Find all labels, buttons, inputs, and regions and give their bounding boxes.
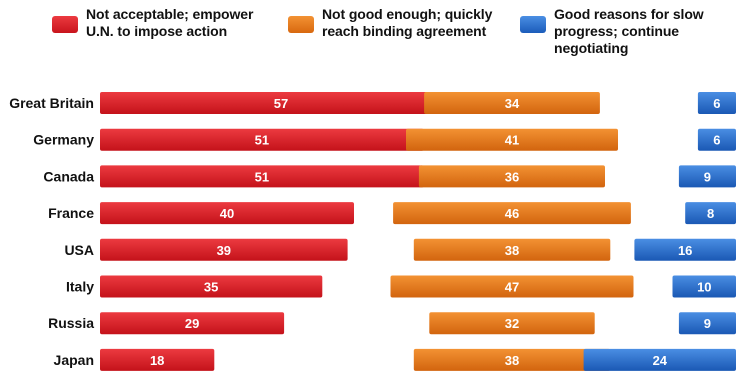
category-label-germany: Germany: [33, 132, 94, 148]
legend-swatch-red: [52, 16, 78, 33]
bar-not-good-enough-france: [393, 202, 631, 225]
data-label-not-acceptable-usa: 39: [217, 243, 231, 258]
data-label-not-acceptable-japan: 18: [150, 353, 164, 368]
data-label-good-reasons-canada: 9: [704, 169, 711, 184]
legend-item-not-acceptable: Not acceptable; empower U.N. to impose a…: [52, 6, 253, 40]
bar-not-good-enough-germany: [406, 128, 618, 151]
legend-label-not-acceptable: Not acceptable; empower U.N. to impose a…: [86, 6, 254, 39]
data-label-good-reasons-japan: 24: [653, 353, 668, 368]
bar-not-good-enough-great-britain: [424, 92, 600, 114]
data-label-not-acceptable-great-britain: 57: [274, 96, 288, 111]
data-label-good-reasons-usa: 16: [678, 243, 692, 258]
bar-not-acceptable-italy: [100, 275, 323, 298]
bar-not-acceptable-great-britain: [100, 92, 462, 114]
data-label-not-acceptable-italy: 35: [204, 280, 218, 295]
legend-label-good-reasons: Good reasons for slow progress; continue…: [554, 6, 704, 56]
data-label-not-good-enough-russia: 32: [505, 316, 519, 331]
data-label-not-acceptable-germany: 51: [255, 133, 269, 148]
bar-good-reasons-france: [685, 202, 736, 225]
category-label-usa: USA: [64, 242, 94, 258]
bar-not-acceptable-canada: [100, 165, 424, 188]
bar-not-good-enough-japan: [413, 348, 611, 371]
data-label-not-acceptable-france: 40: [220, 206, 234, 221]
bar-not-acceptable-russia: [100, 312, 285, 335]
data-label-good-reasons-france: 8: [707, 206, 714, 221]
data-label-good-reasons-germany: 6: [713, 133, 720, 148]
bar-not-good-enough-canada: [418, 165, 605, 188]
legend-item-good-reasons: Good reasons for slow progress; continue…: [520, 6, 748, 57]
bar-not-good-enough-russia: [429, 312, 595, 335]
category-label-russia: Russia: [48, 315, 94, 331]
bar-good-reasons-great-britain: [697, 92, 736, 114]
bar-good-reasons-germany: [697, 128, 736, 151]
category-label-canada: Canada: [43, 168, 94, 184]
data-label-not-good-enough-great-britain: 34: [505, 96, 520, 111]
bar-good-reasons-canada: [678, 165, 736, 188]
bar-good-reasons-usa: [634, 238, 736, 261]
legend-item-not-good-enough: Not good enough; quickly reach binding a…: [288, 6, 492, 40]
bar-not-acceptable-france: [100, 202, 354, 225]
data-label-not-good-enough-france: 46: [505, 206, 519, 221]
bar-not-good-enough-usa: [413, 238, 611, 261]
data-label-not-acceptable-russia: 29: [185, 316, 199, 331]
bar-not-acceptable-germany: [100, 128, 424, 151]
bar-not-acceptable-japan: [100, 348, 215, 371]
bar-good-reasons-russia: [678, 312, 736, 335]
data-label-not-good-enough-usa: 38: [505, 243, 519, 258]
bar-not-acceptable-usa: [100, 238, 348, 261]
data-label-good-reasons-italy: 10: [697, 280, 711, 295]
data-label-not-good-enough-germany: 41: [505, 133, 519, 148]
data-label-not-good-enough-japan: 38: [505, 353, 519, 368]
legend-swatch-blue: [520, 16, 546, 33]
bar-good-reasons-japan: [583, 348, 736, 371]
data-label-not-good-enough-canada: 36: [505, 169, 519, 184]
data-label-good-reasons-russia: 9: [704, 316, 711, 331]
category-label-italy: Italy: [66, 279, 94, 295]
category-label-japan: Japan: [54, 352, 94, 368]
category-label-great-britain: Great Britain: [9, 95, 94, 111]
data-label-good-reasons-great-britain: 6: [713, 96, 720, 111]
data-label-not-good-enough-italy: 47: [505, 280, 519, 295]
data-label-not-acceptable-canada: 51: [255, 169, 269, 184]
bar-not-good-enough-italy: [390, 275, 634, 298]
legend-label-not-good-enough: Not good enough; quickly reach binding a…: [322, 6, 493, 39]
category-label-france: France: [48, 205, 94, 221]
legend-swatch-orange: [288, 16, 314, 33]
bar-good-reasons-italy: [672, 275, 736, 298]
